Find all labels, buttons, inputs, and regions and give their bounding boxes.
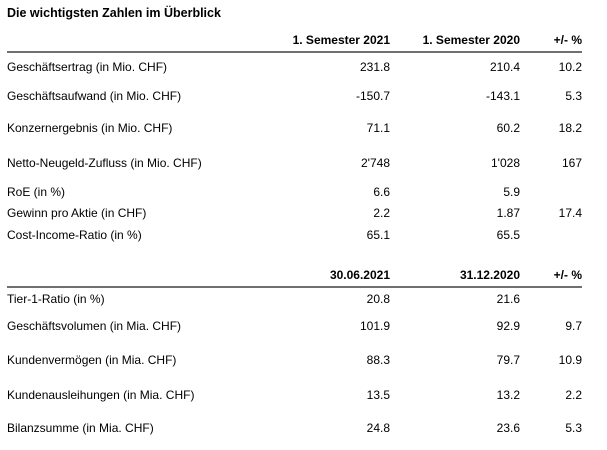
- value-change: 9.7: [565, 318, 582, 333]
- value-prior: 60.2: [496, 120, 520, 135]
- row-label: RoE (in %): [7, 184, 66, 199]
- row-label: Konzernergebnis (in Mio. CHF): [7, 120, 173, 135]
- header-rule: [7, 51, 582, 53]
- page-title: Die wichtigsten Zahlen im Überblick: [7, 6, 221, 20]
- value-prior: 1.87: [496, 206, 520, 220]
- value-current: 2.2: [373, 206, 390, 220]
- table-row-gewinn-pro-aktie: Gewinn pro Aktie (in CHF) 2.2 1.87 17.4: [7, 203, 582, 224]
- value-prior: 13.2: [496, 387, 520, 402]
- table-row-geschaeftsertrag: Geschäftsertrag (in Mio. CHF) 231.8 210.…: [7, 53, 582, 81]
- column-header-semester-2021: 1. Semester 2021: [292, 33, 390, 47]
- value-prior: 210.4: [489, 59, 520, 74]
- row-label: Cost-Income-Ratio (in %): [7, 227, 142, 242]
- table-row-roe: RoE (in %) 6.6 5.9: [7, 181, 582, 203]
- row-label: Tier-1-Ratio (in %): [7, 291, 105, 306]
- row-label: Kundenausleihungen (in Mia. CHF): [7, 387, 195, 402]
- row-label: Kundenvermögen (in Mia. CHF): [7, 352, 177, 367]
- value-change: 167: [561, 155, 582, 170]
- value-current: 88.3: [366, 352, 390, 367]
- column-header-date-2021: 30.06.2021: [329, 268, 390, 282]
- value-current: -150.7: [355, 88, 390, 103]
- row-label: Netto-Neugeld-Zufluss (in Mio. CHF): [7, 155, 202, 170]
- value-current: 24.8: [366, 420, 390, 435]
- value-current: 6.6: [373, 184, 390, 199]
- table-row-konzernergebnis: Konzernergebnis (in Mio. CHF) 71.1 60.2 …: [7, 111, 582, 145]
- table-row-netto-neugeld-zufluss: Netto-Neugeld-Zufluss (in Mio. CHF) 2'74…: [7, 145, 582, 181]
- value-prior: 21.6: [496, 291, 520, 306]
- column-header-semester-2020: 1. Semester 2020: [422, 33, 520, 47]
- value-prior: 1'028: [491, 155, 520, 170]
- value-current: 231.8: [359, 59, 390, 74]
- value-change: 17.4: [558, 206, 582, 220]
- value-current: 65.1: [366, 227, 390, 242]
- value-change: 18.2: [558, 120, 582, 135]
- table-row-tier-1-ratio: Tier-1-Ratio (in %) 20.8 21.6: [7, 288, 582, 310]
- table-row-kundenausleihungen: Kundenausleihungen (in Mia. CHF) 13.5 13…: [7, 378, 582, 412]
- value-change: 5.3: [565, 88, 582, 103]
- value-current: 20.8: [366, 291, 390, 306]
- value-current: 71.1: [366, 120, 390, 135]
- column-header-change-pct: +/- %: [553, 268, 582, 282]
- table-header-stichtag: 30.06.2021 31.12.2020 +/- %: [7, 246, 582, 286]
- value-prior: 79.7: [496, 352, 520, 367]
- row-label: Geschäftsaufwand (in Mio. CHF): [7, 88, 182, 103]
- row-label: Geschäftsvolumen (in Mia. CHF): [7, 318, 182, 333]
- report-page: Die wichtigsten Zahlen im Überblick 1. S…: [7, 6, 582, 444]
- table-row-kundenvermoegen: Kundenvermögen (in Mia. CHF) 88.3 79.7 1…: [7, 342, 582, 378]
- value-prior: 65.5: [496, 227, 520, 242]
- value-change: 10.2: [558, 59, 582, 74]
- column-header-change-pct: +/- %: [553, 33, 582, 47]
- value-current: 101.9: [359, 318, 390, 333]
- table-row-bilanzsumme: Bilanzsumme (in Mia. CHF) 24.8 23.6 5.3: [7, 412, 582, 444]
- key-figures-table: 1. Semester 2021 1. Semester 2020 +/- % …: [7, 20, 582, 444]
- value-prior: 5.9: [503, 184, 520, 199]
- value-prior: -143.1: [485, 88, 520, 103]
- table-row-cost-income-ratio: Cost-Income-Ratio (in %) 65.1 65.5: [7, 224, 582, 246]
- value-prior: 92.9: [496, 318, 520, 333]
- value-current: 13.5: [366, 387, 390, 402]
- value-prior: 23.6: [496, 420, 520, 435]
- header-rule: [7, 286, 582, 288]
- value-change: 2.2: [565, 387, 582, 402]
- table-header-semester: 1. Semester 2021 1. Semester 2020 +/- %: [7, 20, 582, 51]
- value-change: 5.3: [565, 420, 582, 435]
- row-label: Bilanzsumme (in Mia. CHF): [7, 420, 154, 435]
- row-label: Gewinn pro Aktie (in CHF): [7, 206, 147, 220]
- value-change: 10.9: [558, 352, 582, 367]
- table-row-geschaeftsaufwand: Geschäftsaufwand (in Mio. CHF) -150.7 -1…: [7, 81, 582, 111]
- column-header-date-2020: 31.12.2020: [459, 268, 520, 282]
- table-row-geschaeftsvolumen: Geschäftsvolumen (in Mia. CHF) 101.9 92.…: [7, 310, 582, 342]
- value-current: 2'748: [361, 155, 390, 170]
- row-label: Geschäftsertrag (in Mio. CHF): [7, 59, 168, 74]
